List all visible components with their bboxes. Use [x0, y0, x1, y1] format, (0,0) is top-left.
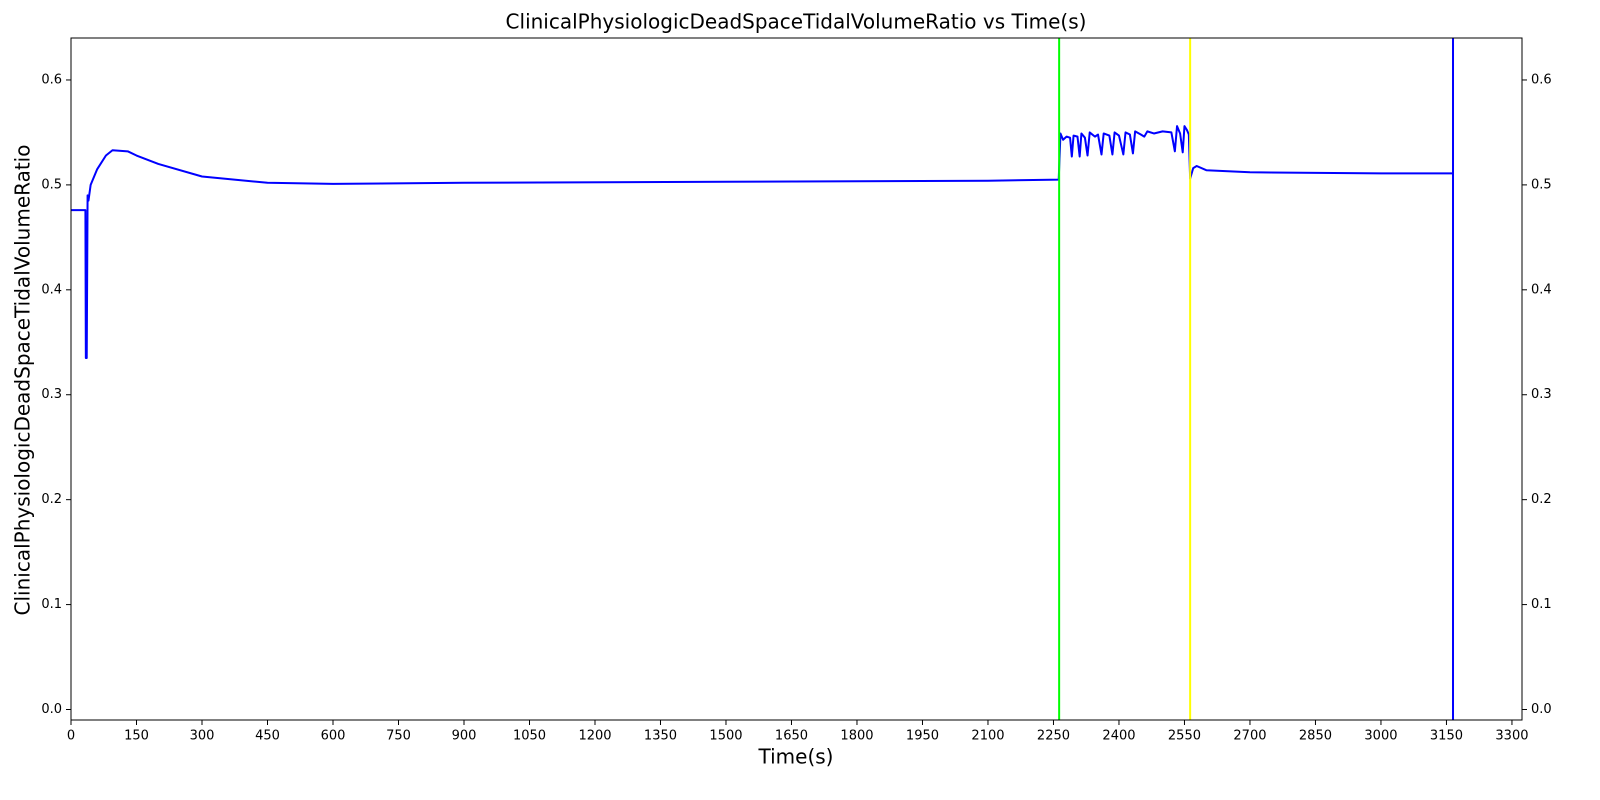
chart-title: ClinicalPhysiologicDeadSpaceTidalVolumeR… — [506, 10, 1087, 34]
data-line — [71, 125, 1454, 360]
y-tick-label: 0.6 — [41, 72, 62, 87]
x-axis-label: Time(s) — [758, 745, 834, 769]
x-tick-label: 3300 — [1495, 729, 1528, 744]
x-tick-label: 1650 — [775, 729, 808, 744]
x-tick-label: 2550 — [1168, 729, 1201, 744]
x-tick-label: 0 — [67, 729, 75, 744]
x-tick-label: 2400 — [1102, 729, 1135, 744]
y-tick-label: 0.1 — [41, 597, 62, 612]
x-tick-label: 750 — [386, 729, 411, 744]
x-tick-label: 450 — [255, 729, 280, 744]
x-tick-label: 1200 — [578, 729, 611, 744]
y-tick-label-right: 0.0 — [1531, 702, 1552, 717]
y-tick-label-right: 0.3 — [1531, 387, 1552, 402]
x-tick-label: 3150 — [1430, 729, 1463, 744]
y-tick-label-right: 0.4 — [1531, 282, 1552, 297]
y-tick-label: 0.4 — [41, 282, 62, 297]
y-tick-label-right: 0.6 — [1531, 72, 1552, 87]
y-tick-label: 0.2 — [41, 492, 62, 507]
y-tick-label-right: 0.2 — [1531, 492, 1552, 507]
x-tick-label: 1800 — [840, 729, 873, 744]
x-tick-label: 2250 — [1037, 729, 1070, 744]
y-tick-label-right: 0.5 — [1531, 177, 1552, 192]
x-tick-label: 2850 — [1299, 729, 1332, 744]
y-tick-label-right: 0.1 — [1531, 597, 1552, 612]
x-tick-label: 1350 — [644, 729, 677, 744]
y-tick-label: 0.0 — [41, 702, 62, 717]
x-tick-label: 150 — [124, 729, 149, 744]
plot-frame — [70, 37, 1523, 721]
x-tick-label: 1050 — [513, 729, 546, 744]
x-tick-label: 2100 — [971, 729, 1004, 744]
x-tick-label: 300 — [190, 729, 215, 744]
x-tick-label: 2700 — [1233, 729, 1266, 744]
x-tick-label: 1950 — [906, 729, 939, 744]
x-tick-label: 900 — [452, 729, 477, 744]
x-tick-label: 3000 — [1364, 729, 1397, 744]
x-tick-label: 600 — [321, 729, 346, 744]
y-tick-label: 0.5 — [41, 177, 62, 192]
y-axis-label: ClinicalPhysiologicDeadSpaceTidalVolumeR… — [11, 145, 35, 616]
x-tick-label: 1500 — [709, 729, 742, 744]
y-tick-label: 0.3 — [41, 387, 62, 402]
